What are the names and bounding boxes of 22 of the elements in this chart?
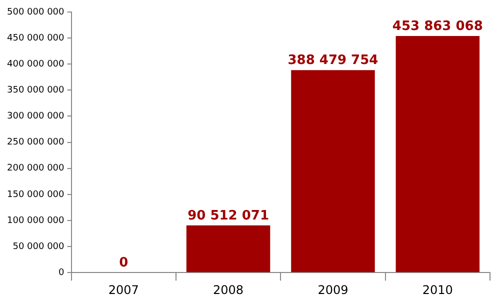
data-label: 90 512 071 [188, 208, 269, 224]
y-tick-label: 150 000 000 [6, 190, 65, 200]
y-tick-label: 400 000 000 [6, 59, 65, 70]
y-tick-label: 0 [58, 268, 65, 278]
y-tick-label: 350 000 000 [6, 86, 65, 96]
x-tick-label: 2008 [213, 282, 244, 297]
data-label: 453 863 068 [392, 18, 483, 34]
y-tick-label: 500 000 000 [6, 7, 65, 18]
data-label: 388 479 754 [288, 53, 378, 68]
y-tick-label: 250 000 000 [6, 138, 65, 148]
y-tick-label: 50 000 000 [12, 242, 65, 252]
y-tick-label: 100 000 000 [6, 216, 65, 226]
y-tick-label: 450 000 000 [6, 33, 65, 44]
bar [396, 36, 480, 272]
x-tick-label: 2010 [422, 282, 453, 297]
x-tick-label: 2009 [318, 282, 348, 297]
x-tick-label: 2007 [108, 282, 139, 297]
bar [186, 225, 270, 272]
data-label: 0 [119, 255, 128, 270]
bar [291, 70, 375, 272]
y-tick-label: 300 000 000 [6, 112, 65, 122]
y-tick-label: 200 000 000 [6, 164, 65, 174]
